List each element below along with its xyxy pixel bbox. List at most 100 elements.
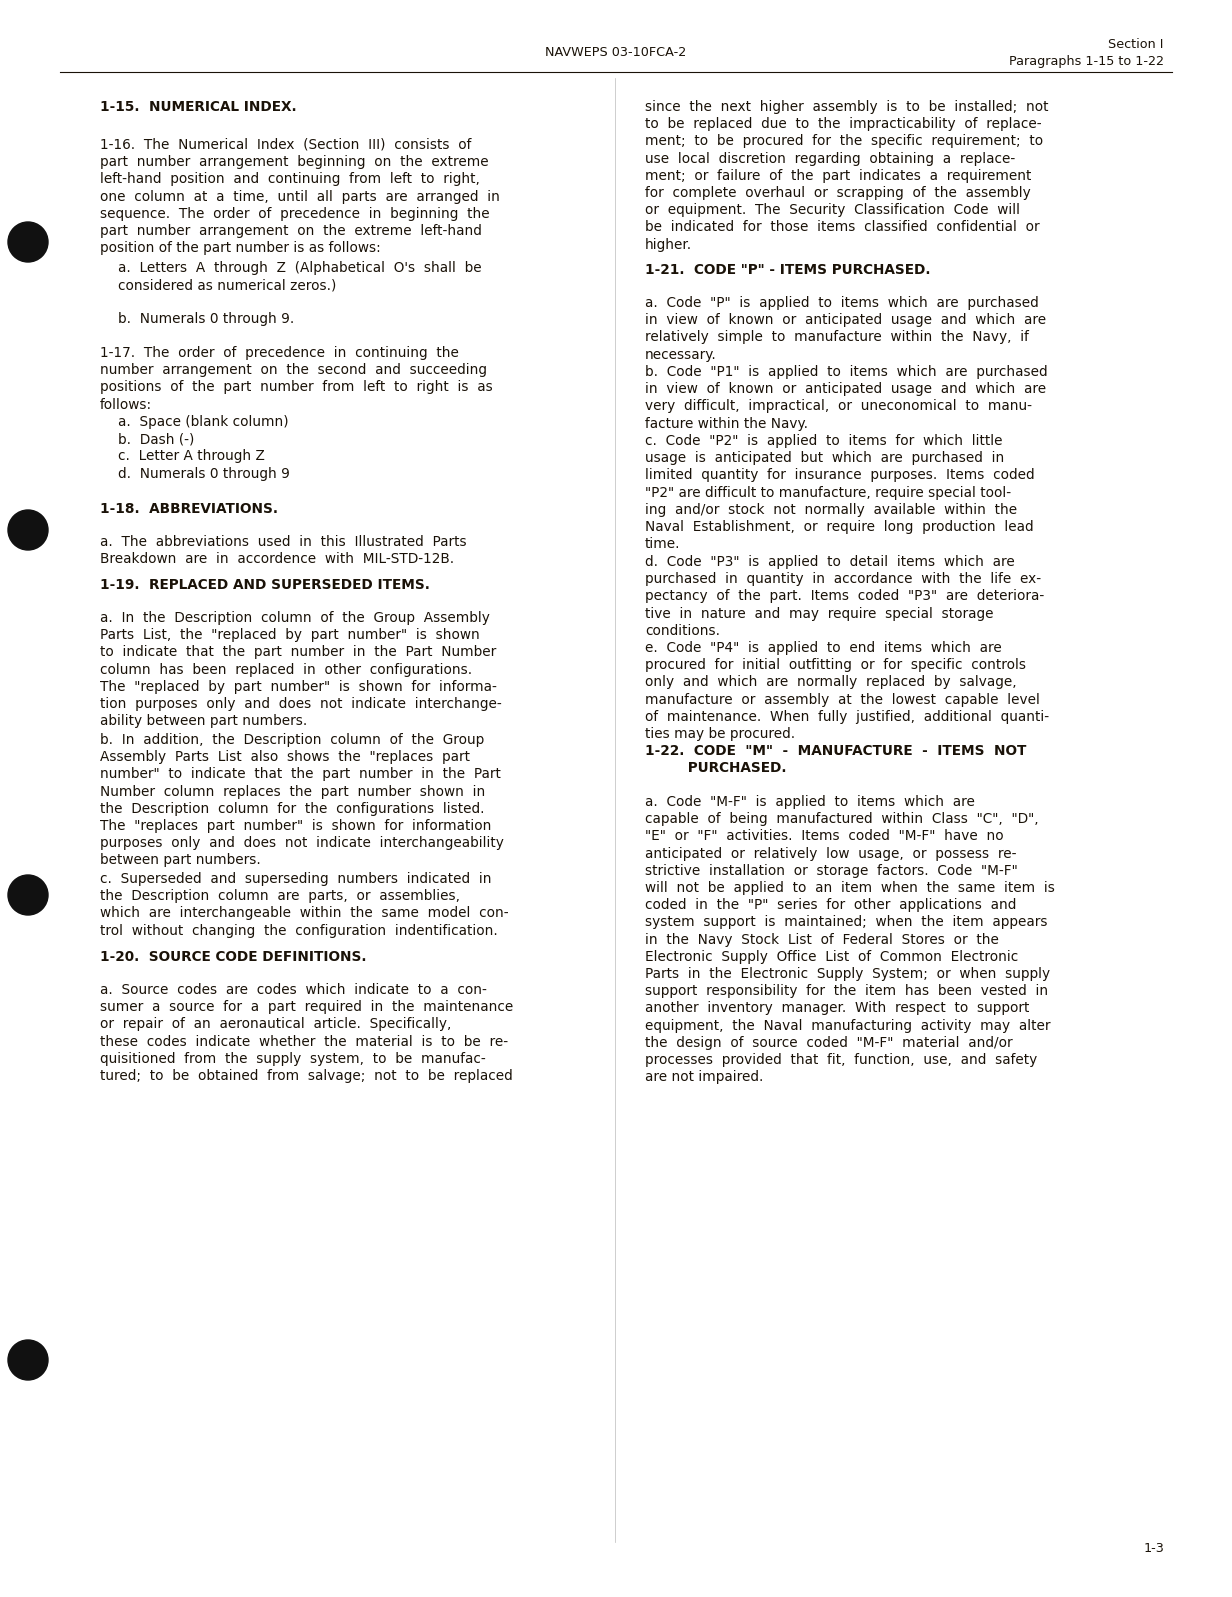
Text: b.  Dash (-): b. Dash (-) [118, 433, 195, 446]
Text: one  column  at  a  time,  until  all  parts  are  arranged  in: one column at a time, until all parts ar… [100, 190, 500, 203]
Text: coded  in  the  "P"  series  for  other  applications  and: coded in the "P" series for other applic… [646, 898, 1016, 912]
Text: between part numbers.: between part numbers. [100, 853, 261, 867]
Text: 1-18.  ABBREVIATIONS.: 1-18. ABBREVIATIONS. [100, 501, 278, 516]
Text: ability between part numbers.: ability between part numbers. [100, 714, 307, 728]
Text: left-hand  position  and  continuing  from  left  to  right,: left-hand position and continuing from l… [100, 172, 480, 187]
Text: higher.: higher. [646, 238, 692, 252]
Text: a.  Letters  A  through  Z  (Alphabetical  O's  shall  be: a. Letters A through Z (Alphabetical O's… [118, 260, 482, 275]
Text: are not impaired.: are not impaired. [646, 1070, 764, 1084]
Text: number"  to  indicate  that  the  part  number  in  the  Part: number" to indicate that the part number… [100, 768, 501, 781]
Text: necessary.: necessary. [646, 348, 717, 361]
Text: 1-16.  The  Numerical  Index  (Section  III)  consists  of: 1-16. The Numerical Index (Section III) … [100, 137, 472, 152]
Text: purposes  only  and  does  not  indicate  interchangeability: purposes only and does not indicate inte… [100, 837, 504, 850]
Text: sequence.  The  order  of  precedence  in  beginning  the: sequence. The order of precedence in beg… [100, 206, 489, 220]
Text: equipment,  the  Naval  manufacturing  activity  may  alter: equipment, the Naval manufacturing activ… [646, 1019, 1051, 1033]
Text: or  repair  of  an  aeronautical  article.  Specifically,: or repair of an aeronautical article. Sp… [100, 1017, 451, 1032]
Text: the  design  of  source  coded  "M-F"  material  and/or: the design of source coded "M-F" materia… [646, 1036, 1013, 1049]
Text: or  equipment.  The  Security  Classification  Code  will: or equipment. The Security Classificatio… [646, 203, 1020, 217]
Text: only  and  which  are  normally  replaced  by  salvage,: only and which are normally replaced by … [646, 676, 1016, 690]
Text: 1-22.  CODE  "M"  -  MANUFACTURE  -  ITEMS  NOT: 1-22. CODE "M" - MANUFACTURE - ITEMS NOT [646, 744, 1026, 759]
Text: procured  for  initial  outfitting  or  for  specific  controls: procured for initial outfitting or for s… [646, 658, 1026, 672]
Text: 1-20.  SOURCE CODE DEFINITIONS.: 1-20. SOURCE CODE DEFINITIONS. [100, 950, 366, 965]
Text: a.  Code  "M-F"  is  applied  to  items  which  are: a. Code "M-F" is applied to items which … [646, 795, 975, 810]
Text: tured;  to  be  obtained  from  salvage;  not  to  be  replaced: tured; to be obtained from salvage; not … [100, 1068, 513, 1083]
Text: usage  is  anticipated  but  which  are  purchased  in: usage is anticipated but which are purch… [646, 452, 1004, 465]
Text: ment;  to  be  procured  for  the  specific  requirement;  to: ment; to be procured for the specific re… [646, 134, 1044, 149]
Text: will  not  be  applied  to  an  item  when  the  same  item  is: will not be applied to an item when the … [646, 882, 1055, 894]
Text: position of the part number is as follows:: position of the part number is as follow… [100, 241, 381, 256]
Text: in  view  of  known  or  anticipated  usage  and  which  are: in view of known or anticipated usage an… [646, 382, 1046, 396]
Text: a.  Space (blank column): a. Space (blank column) [118, 415, 288, 430]
Text: a.  The  abbreviations  used  in  this  Illustrated  Parts: a. The abbreviations used in this Illust… [100, 535, 467, 549]
Text: b.  Code  "P1"  is  applied  to  items  which  are  purchased: b. Code "P1" is applied to items which a… [646, 366, 1047, 378]
Circle shape [7, 509, 48, 549]
Text: follows:: follows: [100, 398, 152, 412]
Text: purchased  in  quantity  in  accordance  with  the  life  ex-: purchased in quantity in accordance with… [646, 572, 1041, 586]
Text: c.  Superseded  and  superseding  numbers  indicated  in: c. Superseded and superseding numbers in… [100, 872, 492, 886]
Text: a.  In  the  Description  column  of  the  Group  Assembly: a. In the Description column of the Grou… [100, 612, 490, 624]
Text: manufacture  or  assembly  at  the  lowest  capable  level: manufacture or assembly at the lowest ca… [646, 693, 1040, 706]
Text: b.  Numerals 0 through 9.: b. Numerals 0 through 9. [118, 311, 294, 326]
Circle shape [7, 1340, 48, 1380]
Circle shape [7, 222, 48, 262]
Text: time.: time. [646, 537, 680, 551]
Text: "P2" are difficult to manufacture, require special tool-: "P2" are difficult to manufacture, requi… [646, 485, 1011, 500]
Text: for  complete  overhaul  or  scrapping  of  the  assembly: for complete overhaul or scrapping of th… [646, 185, 1031, 200]
Text: these  codes  indicate  whether  the  material  is  to  be  re-: these codes indicate whether the materia… [100, 1035, 508, 1049]
Text: Parts  in  the  Electronic  Supply  System;  or  when  supply: Parts in the Electronic Supply System; o… [646, 968, 1050, 981]
Text: facture within the Navy.: facture within the Navy. [646, 417, 808, 431]
Text: PURCHASED.: PURCHASED. [646, 762, 786, 775]
Text: "E"  or  "F"  activities.  Items  coded  "M-F"  have  no: "E" or "F" activities. Items coded "M-F"… [646, 829, 1004, 843]
Text: support  responsibility  for  the  item  has  been  vested  in: support responsibility for the item has … [646, 984, 1048, 998]
Text: Section I: Section I [1109, 38, 1164, 51]
Text: use  local  discretion  regarding  obtaining  a  replace-: use local discretion regarding obtaining… [646, 152, 1015, 166]
Text: be  indicated  for  those  items  classified  confidential  or: be indicated for those items classified … [646, 220, 1040, 235]
Text: Breakdown  are  in  accordence  with  MIL-STD-12B.: Breakdown are in accordence with MIL-STD… [100, 553, 455, 567]
Text: a.  Code  "P"  is  applied  to  items  which  are  purchased: a. Code "P" is applied to items which ar… [646, 295, 1039, 310]
Text: Naval  Establishment,  or  require  long  production  lead: Naval Establishment, or require long pro… [646, 521, 1034, 533]
Text: conditions.: conditions. [646, 624, 719, 637]
Text: 1-3: 1-3 [1143, 1543, 1164, 1555]
Text: system  support  is  maintained;  when  the  item  appears: system support is maintained; when the i… [646, 915, 1047, 929]
Text: to  indicate  that  the  part  number  in  the  Part  Number: to indicate that the part number in the … [100, 645, 496, 660]
Text: ties may be procured.: ties may be procured. [646, 727, 795, 741]
Text: anticipated  or  relatively  low  usage,  or  possess  re-: anticipated or relatively low usage, or … [646, 846, 1016, 861]
Text: to  be  replaced  due  to  the  impracticability  of  replace-: to be replaced due to the impracticabili… [646, 117, 1041, 131]
Text: since  the  next  higher  assembly  is  to  be  installed;  not: since the next higher assembly is to be … [646, 101, 1048, 113]
Text: 1-17.  The  order  of  precedence  in  continuing  the: 1-17. The order of precedence in continu… [100, 347, 458, 359]
Text: d.  Code  "P3"  is  applied  to  detail  items  which  are: d. Code "P3" is applied to detail items … [646, 556, 1015, 569]
Text: in  the  Navy  Stock  List  of  Federal  Stores  or  the: in the Navy Stock List of Federal Stores… [646, 933, 999, 947]
Text: Paragraphs 1-15 to 1-22: Paragraphs 1-15 to 1-22 [1009, 56, 1164, 69]
Text: 1-19.  REPLACED AND SUPERSEDED ITEMS.: 1-19. REPLACED AND SUPERSEDED ITEMS. [100, 578, 430, 592]
Text: pectancy  of  the  part.  Items  coded  "P3"  are  deteriora-: pectancy of the part. Items coded "P3" a… [646, 589, 1045, 604]
Text: Parts  List,  the  "replaced  by  part  number"  is  shown: Parts List, the "replaced by part number… [100, 628, 479, 642]
Text: 1-15.  NUMERICAL INDEX.: 1-15. NUMERICAL INDEX. [100, 101, 297, 113]
Text: capable  of  being  manufactured  within  Class  "C",  "D",: capable of being manufactured within Cla… [646, 813, 1039, 826]
Text: in  view  of  known  or  anticipated  usage  and  which  are: in view of known or anticipated usage an… [646, 313, 1046, 327]
Text: sumer  a  source  for  a  part  required  in  the  maintenance: sumer a source for a part required in th… [100, 1000, 514, 1014]
Text: the  Description  column  for  the  configurations  listed.: the Description column for the configura… [100, 802, 484, 816]
Text: number  arrangement  on  the  second  and  succeeding: number arrangement on the second and suc… [100, 363, 487, 377]
Text: relatively  simple  to  manufacture  within  the  Navy,  if: relatively simple to manufacture within … [646, 331, 1029, 345]
Text: Electronic  Supply  Office  List  of  Common  Electronic: Electronic Supply Office List of Common … [646, 950, 1019, 965]
Text: The  "replaces  part  number"  is  shown  for  information: The "replaces part number" is shown for … [100, 819, 492, 834]
Text: quisitioned  from  the  supply  system,  to  be  manufac-: quisitioned from the supply system, to b… [100, 1052, 485, 1065]
Text: tion  purposes  only  and  does  not  indicate  interchange-: tion purposes only and does not indicate… [100, 696, 501, 711]
Text: part  number  arrangement  beginning  on  the  extreme: part number arrangement beginning on the… [100, 155, 489, 169]
Text: c.  Code  "P2"  is  applied  to  items  for  which  little: c. Code "P2" is applied to items for whi… [646, 434, 1003, 449]
Text: column  has  been  replaced  in  other  configurations.: column has been replaced in other config… [100, 663, 472, 677]
Text: positions  of  the  part  number  from  left  to  right  is  as: positions of the part number from left t… [100, 380, 493, 394]
Text: which  are  interchangeable  within  the  same  model  con-: which are interchangeable within the sam… [100, 907, 509, 920]
Text: a.  Source  codes  are  codes  which  indicate  to  a  con-: a. Source codes are codes which indicate… [100, 984, 487, 997]
Text: ment;  or  failure  of  the  part  indicates  a  requirement: ment; or failure of the part indicates a… [646, 169, 1031, 182]
Text: strictive  installation  or  storage  factors.  Code  "M-F": strictive installation or storage factor… [646, 864, 1018, 878]
Text: e.  Code  "P4"  is  applied  to  end  items  which  are: e. Code "P4" is applied to end items whi… [646, 640, 1002, 655]
Text: Assembly  Parts  List  also  shows  the  "replaces  part: Assembly Parts List also shows the "repl… [100, 751, 469, 765]
Text: Number  column  replaces  the  part  number  shown  in: Number column replaces the part number s… [100, 784, 485, 798]
Text: ing  and/or  stock  not  normally  available  within  the: ing and/or stock not normally available … [646, 503, 1018, 517]
Text: 1-21.  CODE "P" - ITEMS PURCHASED.: 1-21. CODE "P" - ITEMS PURCHASED. [646, 264, 930, 276]
Text: limited  quantity  for  insurance  purposes.  Items  coded: limited quantity for insurance purposes.… [646, 468, 1035, 482]
Text: another  inventory  manager.  With  respect  to  support: another inventory manager. With respect … [646, 1001, 1030, 1016]
Text: trol  without  changing  the  configuration  indentification.: trol without changing the configuration … [100, 923, 498, 937]
Text: processes  provided  that  fit,  function,  use,  and  safety: processes provided that fit, function, u… [646, 1052, 1037, 1067]
